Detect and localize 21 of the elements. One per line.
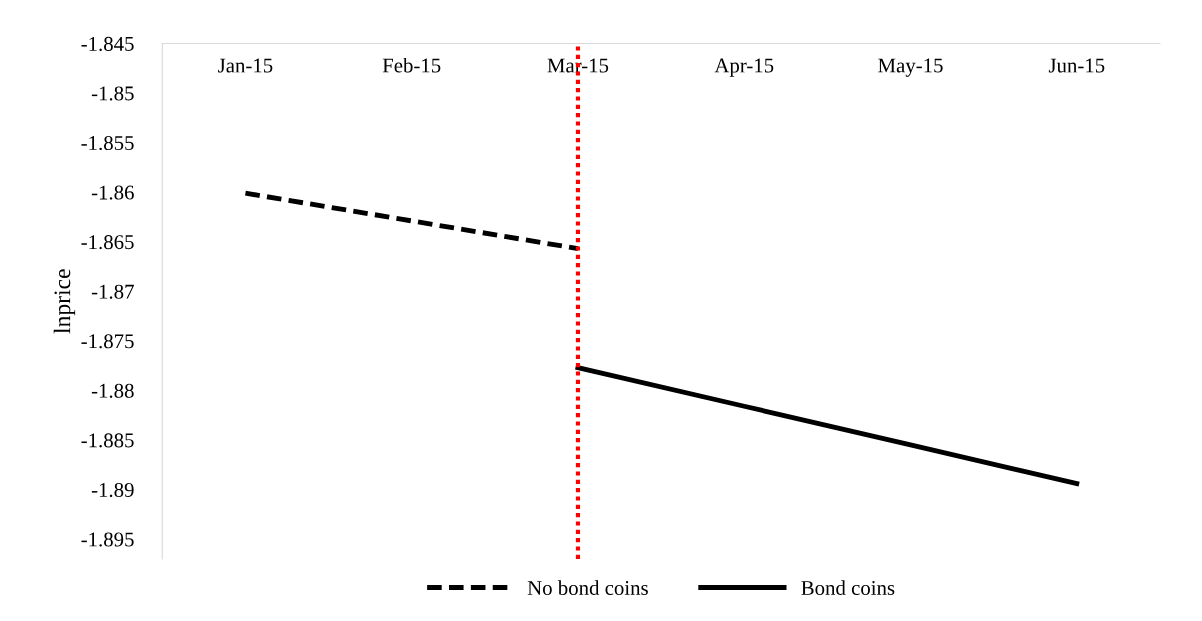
y-tick-label: -1.86 xyxy=(91,185,134,200)
x-tick-label: Apr-15 xyxy=(714,58,774,77)
y-tick-label: -1.895 xyxy=(81,532,134,547)
y-axis-title: lnprice xyxy=(53,269,76,334)
x-tick-label: Jun-15 xyxy=(1048,58,1105,73)
y-tick-label: -1.865 xyxy=(81,235,134,250)
y-tick-label: -1.88 xyxy=(91,383,134,398)
x-tick-label: Jan-15 xyxy=(218,58,273,73)
y-tick-label: -1.875 xyxy=(81,334,134,349)
legend-label: Bond coins xyxy=(801,580,895,596)
y-tick-label: -1.855 xyxy=(81,135,134,151)
line-series xyxy=(575,365,1080,486)
x-tick-label: Feb-15 xyxy=(382,57,441,73)
y-tick-label: -1.845 xyxy=(81,36,134,51)
y-tick-label: -1.85 xyxy=(91,86,134,101)
x-tick-label: May-15 xyxy=(878,58,943,77)
y-tick-label: -1.885 xyxy=(81,433,134,448)
y-tick-label: -1.87 xyxy=(91,284,134,299)
legend-label: No bond coins xyxy=(527,580,648,596)
y-tick-label: -1.89 xyxy=(91,482,134,498)
x-tick-label: Mar-15 xyxy=(547,58,609,73)
